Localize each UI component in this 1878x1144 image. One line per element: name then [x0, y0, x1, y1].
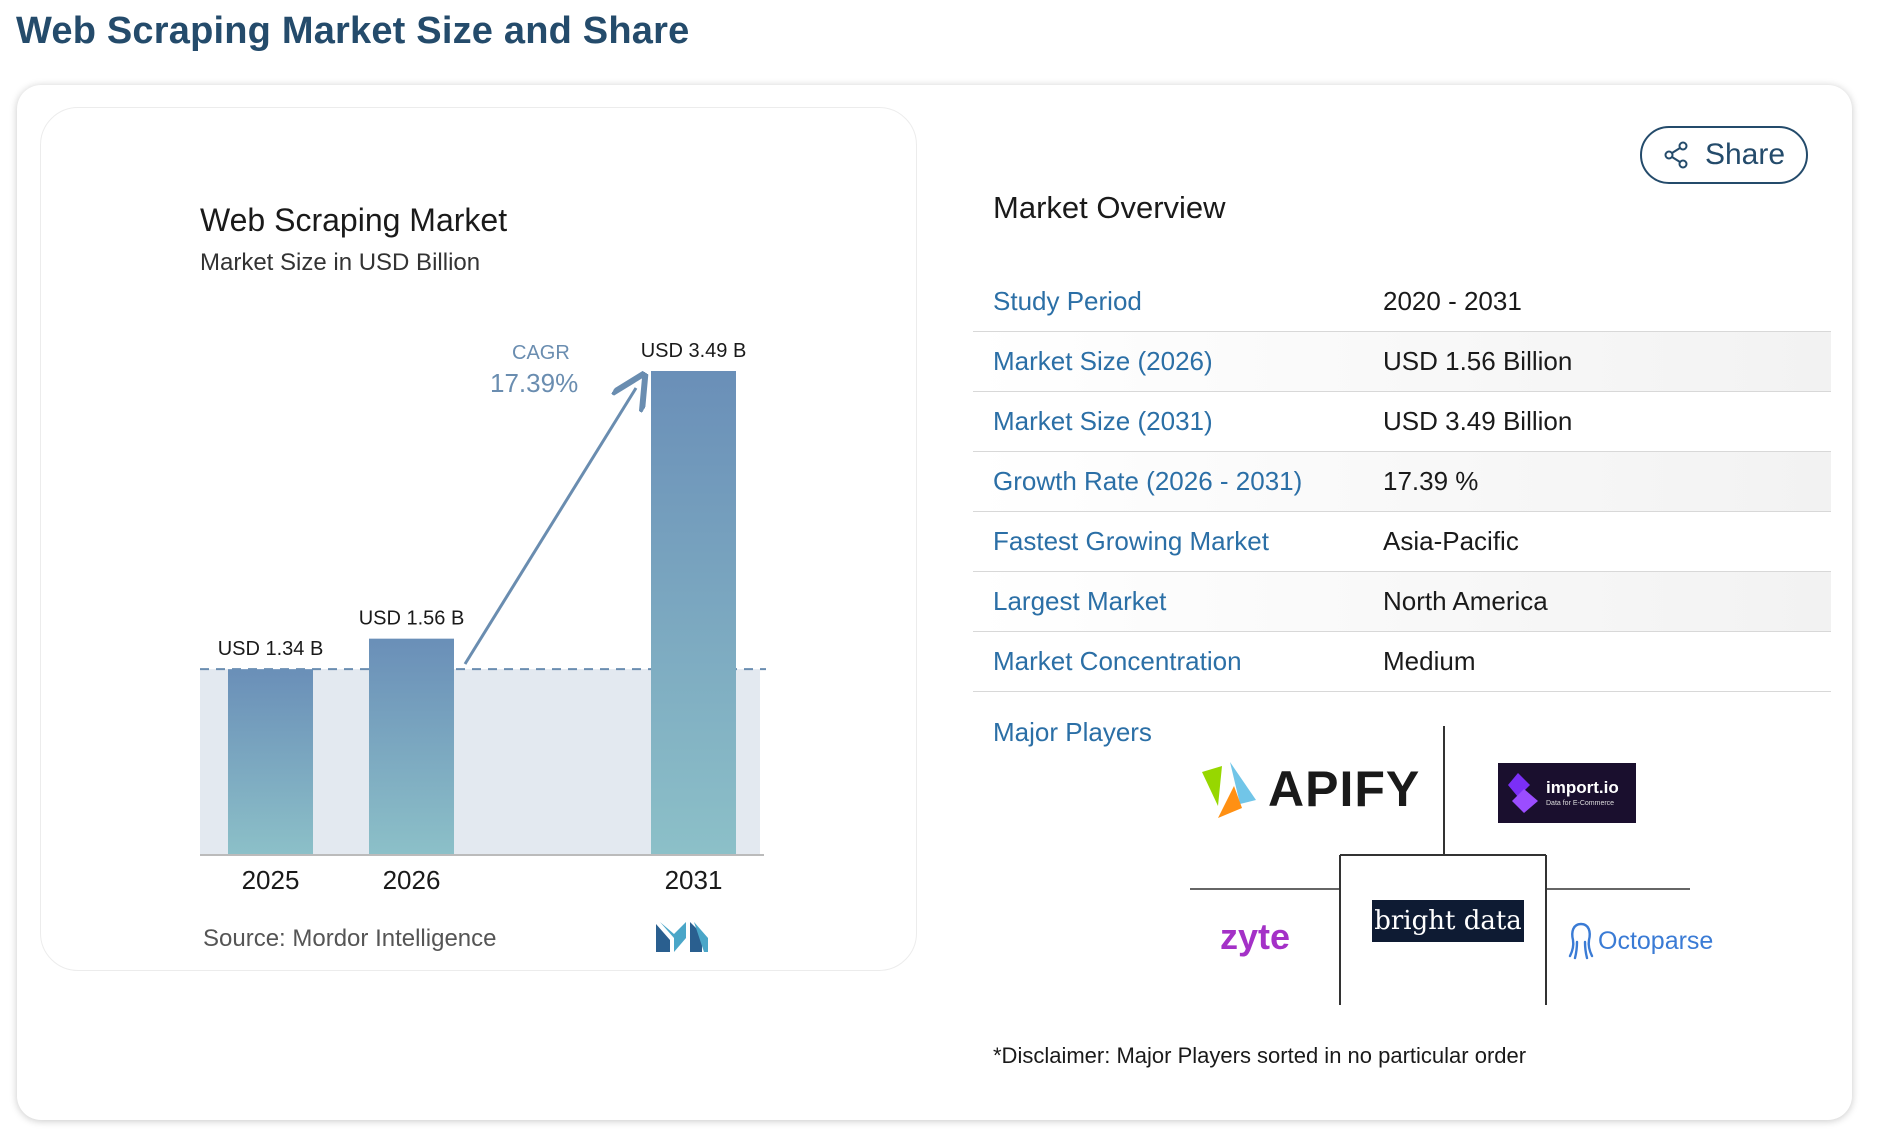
overview-key: Market Size (2031) — [993, 406, 1213, 436]
cagr-value: 17.39% — [490, 368, 579, 398]
overview-row: Fastest Growing Market Asia-Pacific — [973, 512, 1831, 572]
overview-key: Fastest Growing Market — [993, 526, 1269, 556]
major-players-label: Major Players — [993, 717, 1152, 747]
tick-label-2026: 2026 — [383, 865, 441, 895]
mordor-intelligence-logo — [656, 922, 708, 952]
overview-row: Market Concentration Medium — [973, 632, 1831, 692]
overview-value: Medium — [1383, 646, 1476, 676]
importio-logo: import.io Data for E-Commerce — [1498, 763, 1636, 823]
importio-mark-icon — [1508, 773, 1538, 813]
brightdata-logo: bright data — [1372, 900, 1524, 942]
overview-row: Market Size (2026) USD 1.56 Billion — [973, 332, 1831, 392]
page-title: Web Scraping Market Size and Share — [16, 10, 690, 52]
overview-row: Study Period 2020 - 2031 — [973, 272, 1831, 332]
cagr-label: CAGR — [512, 342, 570, 364]
cagr-arrow — [463, 388, 636, 665]
data-label-2025: USD 1.34 B — [218, 638, 324, 660]
disclaimer: *Disclaimer: Major Players sorted in no … — [993, 1043, 1527, 1068]
tick-label-2025: 2025 — [242, 865, 300, 895]
bar-2031 — [651, 371, 736, 855]
overview-heading: Market Overview — [993, 190, 1226, 225]
overview-row: Growth Rate (2026 - 2031) 17.39 % — [973, 452, 1831, 512]
chart-subtitle: Market Size in USD Billion — [200, 249, 481, 276]
share-label: Share — [1704, 138, 1786, 171]
tick-label-2031: 2031 — [665, 865, 723, 895]
apify-wordmark: APIFY — [1268, 761, 1421, 817]
overview-key: Market Size (2026) — [993, 346, 1213, 376]
overview-value: USD 1.56 Billion — [1383, 346, 1573, 376]
overview-row: Market Size (2031) USD 3.49 Billion — [973, 392, 1831, 452]
overview-key: Study Period — [993, 286, 1142, 316]
bar-2026 — [369, 638, 454, 855]
data-label-2026: USD 1.56 B — [359, 608, 465, 630]
share-button[interactable]: Share — [1640, 126, 1808, 184]
overview-key: Largest Market — [993, 586, 1167, 616]
octopus-icon — [1568, 922, 1594, 960]
overview-key: Market Concentration — [993, 646, 1242, 676]
apify-mark-icon — [1202, 762, 1256, 818]
octoparse-wordmark: Octoparse — [1598, 926, 1714, 955]
overview-table: Study Period 2020 - 2031 Market Size (20… — [973, 272, 1831, 692]
octoparse-logo: Octoparse — [1568, 922, 1713, 960]
chart-source: Source: Mordor Intelligence — [203, 925, 497, 952]
data-label-2031: USD 3.49 B — [641, 340, 747, 362]
market-size-chart: USD 1.34 B 2025 USD 1.56 B 2026 USD 3.49 B 20… — [200, 340, 766, 895]
overview-value: USD 3.49 Billion — [1383, 406, 1573, 436]
overview-value: 17.39 % — [1383, 466, 1479, 496]
overview-row: Largest Market North America — [973, 572, 1831, 632]
importio-tagline: Data for E-Commerce — [1546, 800, 1615, 807]
overview-value: 2020 - 2031 — [1383, 286, 1522, 316]
overview-key: Growth Rate (2026 - 2031) — [993, 466, 1303, 496]
apify-logo: APIFY — [1200, 760, 1420, 818]
overview-value: Asia-Pacific — [1383, 526, 1519, 556]
importio-wordmark: import.io — [1546, 778, 1619, 797]
zyte-logo: zyte — [1220, 916, 1291, 957]
chart-title: Web Scraping Market — [200, 202, 508, 238]
share-icon — [1664, 141, 1688, 169]
bar-2025 — [228, 669, 313, 855]
overview-value: North America — [1383, 586, 1548, 616]
